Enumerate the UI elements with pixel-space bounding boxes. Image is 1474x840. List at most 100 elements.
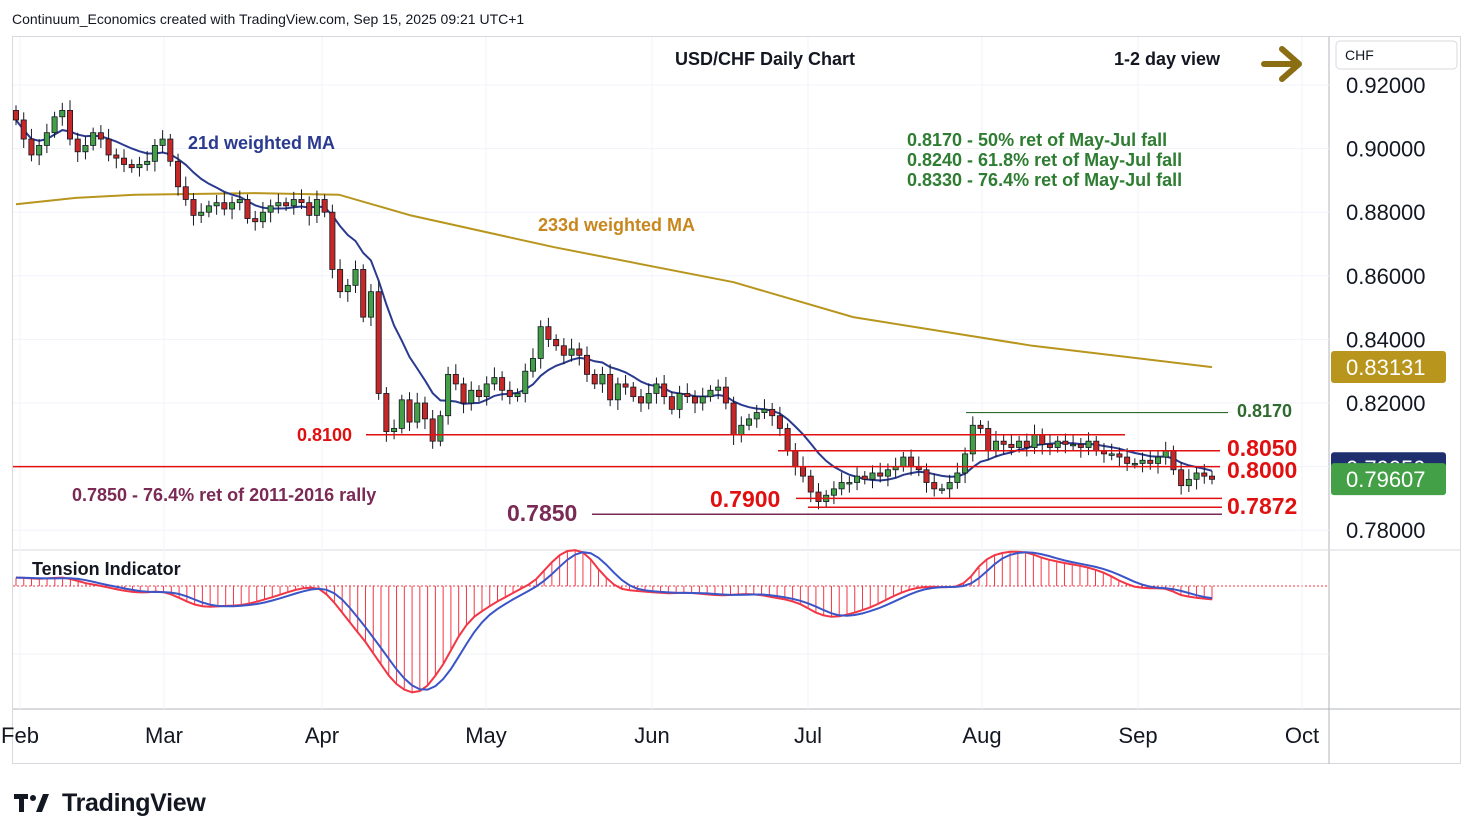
candle-up <box>229 202 236 210</box>
candle-up <box>144 160 151 165</box>
candle-down <box>1116 453 1123 458</box>
time-tick-label: Sep <box>1118 723 1157 748</box>
right-arrow-icon <box>1261 46 1302 82</box>
candle-up <box>59 110 66 118</box>
candle-down <box>684 393 691 398</box>
candle-up <box>954 472 961 483</box>
time-tick-label: Oct <box>1285 723 1319 748</box>
price-tick-label: 0.84000 <box>1346 327 1426 352</box>
ma-233d-line <box>15 192 1213 369</box>
view-label: 1-2 day view <box>1114 49 1221 69</box>
candle-up <box>159 138 166 146</box>
candle-down <box>776 415 783 429</box>
candle-down <box>560 345 567 356</box>
candle-up <box>676 393 683 410</box>
candle-down <box>252 218 259 223</box>
candle-down <box>607 373 614 401</box>
candle-up <box>236 199 243 204</box>
rally-note: 0.7850 - 76.4% ret of 2011-2016 rally <box>72 485 376 505</box>
candle-up <box>522 370 529 394</box>
candle-down <box>861 475 868 480</box>
candle-down <box>499 377 506 391</box>
candle-up <box>1016 440 1023 448</box>
candle-up <box>653 383 660 394</box>
candle-down <box>406 399 413 423</box>
candle-up <box>414 402 421 423</box>
candle-down <box>113 154 120 159</box>
candle-up <box>367 291 374 318</box>
candle-up <box>491 377 498 385</box>
candle-down <box>807 475 814 493</box>
candle-down <box>1039 434 1046 445</box>
candle-down <box>452 373 459 385</box>
candle-up <box>699 396 706 404</box>
candle-up <box>213 202 220 207</box>
candle-down <box>1178 469 1185 487</box>
candle-up <box>43 132 50 146</box>
candle-up <box>136 164 143 169</box>
candle-up <box>869 472 876 480</box>
level-label-0-7850: 0.7850 <box>507 500 577 526</box>
fib-note-50: 0.8170 - 50% ret of May-Jul fall <box>907 130 1167 150</box>
candle-down <box>244 199 251 219</box>
candle-down <box>622 383 629 388</box>
candle-down <box>553 338 560 347</box>
candle-up <box>969 424 976 455</box>
candle-down <box>121 157 128 165</box>
time-tick-label: Mar <box>145 723 183 748</box>
candle-down <box>661 383 668 398</box>
ma-233d-label: 233d weighted MA <box>538 215 695 235</box>
candle-up <box>313 199 320 216</box>
candle-down <box>591 373 598 385</box>
candle-up <box>51 116 58 134</box>
chart-attribution: Continuum_Economics created with Trading… <box>12 11 525 27</box>
candle-down <box>190 199 197 216</box>
price-tick-label: 0.78000 <box>1346 518 1426 543</box>
candle-down <box>167 138 174 162</box>
candle-down <box>668 396 675 410</box>
tradingview-brand[interactable]: TradingView <box>14 787 206 819</box>
candle-up <box>946 482 953 490</box>
candle-up <box>992 440 999 452</box>
candle-down <box>375 291 382 394</box>
price-tick-label: 0.82000 <box>1346 391 1426 416</box>
candle-up <box>90 132 97 146</box>
currency-box <box>1335 40 1458 70</box>
candle-down <box>182 186 189 200</box>
candle-up <box>761 408 768 413</box>
candle-up <box>753 412 760 420</box>
candle-down <box>306 202 313 216</box>
candle-up <box>1139 459 1146 464</box>
candle-down <box>545 326 552 340</box>
level-label-0-8170: 0.8170 <box>1237 401 1292 421</box>
candle-up <box>537 326 544 359</box>
price-tick-label: 0.92000 <box>1346 73 1426 98</box>
candle-down <box>460 383 467 404</box>
tension-indicator-title: Tension Indicator <box>32 559 181 579</box>
candle-down <box>1008 443 1015 448</box>
candle-down <box>815 491 822 502</box>
candle-down <box>923 469 930 483</box>
candle-down <box>1062 440 1069 445</box>
candle-down <box>12 110 19 121</box>
candle-up <box>1162 450 1169 458</box>
candle-up <box>437 415 444 442</box>
candle-down <box>337 269 344 293</box>
tension-slow-line <box>15 551 1213 691</box>
candle-down <box>877 472 884 477</box>
level-label-0-8000: 0.8000 <box>1227 457 1297 483</box>
candle-down <box>74 138 81 153</box>
price-tick-label: 0.90000 <box>1346 137 1426 162</box>
currency-label: CHF <box>1345 47 1374 63</box>
candlesticks <box>12 100 1216 510</box>
candle-up <box>275 202 282 207</box>
level-label-0-8100: 0.8100 <box>297 425 352 445</box>
candle-up <box>1054 440 1061 448</box>
candle-down <box>1124 456 1131 464</box>
ma-21d-line <box>15 119 1213 482</box>
price-badge-label: 0.83131 <box>1346 355 1426 380</box>
candle-down <box>576 348 583 356</box>
level-label-0-7872: 0.7872 <box>1227 493 1297 519</box>
candle-up <box>838 482 845 490</box>
